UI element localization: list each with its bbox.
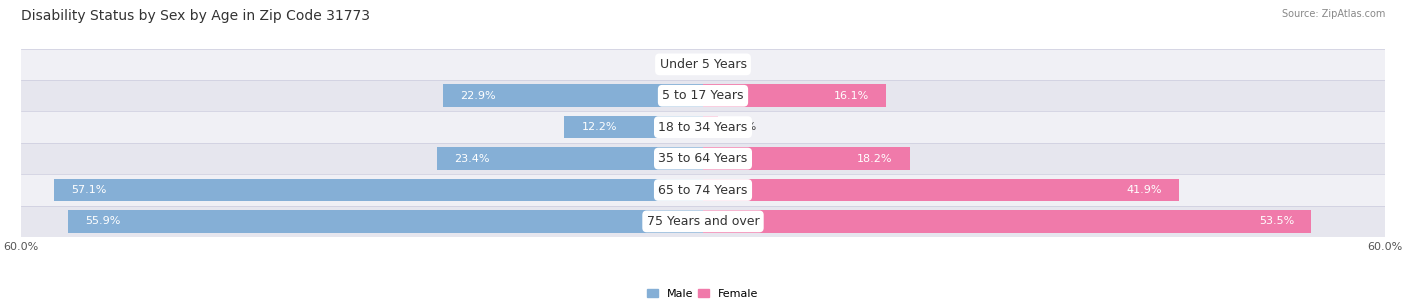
Bar	[703, 147, 910, 170]
Bar	[703, 179, 1180, 201]
Text: 12.2%: 12.2%	[582, 122, 617, 132]
Text: Under 5 Years: Under 5 Years	[659, 58, 747, 71]
Text: 41.9%: 41.9%	[1126, 185, 1163, 195]
Text: Source: ZipAtlas.com: Source: ZipAtlas.com	[1281, 9, 1385, 19]
Text: 5 to 17 Years: 5 to 17 Years	[662, 89, 744, 102]
Text: 57.1%: 57.1%	[72, 185, 107, 195]
Bar	[21, 80, 1385, 112]
Text: Disability Status by Sex by Age in Zip Code 31773: Disability Status by Sex by Age in Zip C…	[21, 9, 370, 23]
Bar	[21, 206, 1385, 237]
Text: 18.2%: 18.2%	[858, 154, 893, 164]
Text: 1.3%: 1.3%	[730, 122, 758, 132]
Text: 53.5%: 53.5%	[1258, 216, 1294, 226]
Bar	[21, 174, 1385, 206]
Bar	[21, 112, 1385, 143]
Text: 16.1%: 16.1%	[834, 91, 869, 101]
Bar	[443, 85, 703, 107]
Text: 0.0%: 0.0%	[658, 59, 686, 69]
Text: 65 to 74 Years: 65 to 74 Years	[658, 184, 748, 196]
Bar	[703, 210, 1310, 233]
Text: 23.4%: 23.4%	[454, 154, 489, 164]
Bar	[437, 147, 703, 170]
Bar	[703, 116, 718, 139]
Text: 35 to 64 Years: 35 to 64 Years	[658, 152, 748, 165]
Bar	[21, 143, 1385, 174]
Bar	[67, 210, 703, 233]
Bar	[703, 85, 886, 107]
Bar	[53, 179, 703, 201]
Text: 55.9%: 55.9%	[84, 216, 120, 226]
Text: 22.9%: 22.9%	[460, 91, 495, 101]
Text: 75 Years and over: 75 Years and over	[647, 215, 759, 228]
Text: 18 to 34 Years: 18 to 34 Years	[658, 121, 748, 134]
Text: 0.0%: 0.0%	[720, 59, 748, 69]
Legend: Male, Female: Male, Female	[643, 284, 763, 303]
Bar	[21, 49, 1385, 80]
Bar	[564, 116, 703, 139]
